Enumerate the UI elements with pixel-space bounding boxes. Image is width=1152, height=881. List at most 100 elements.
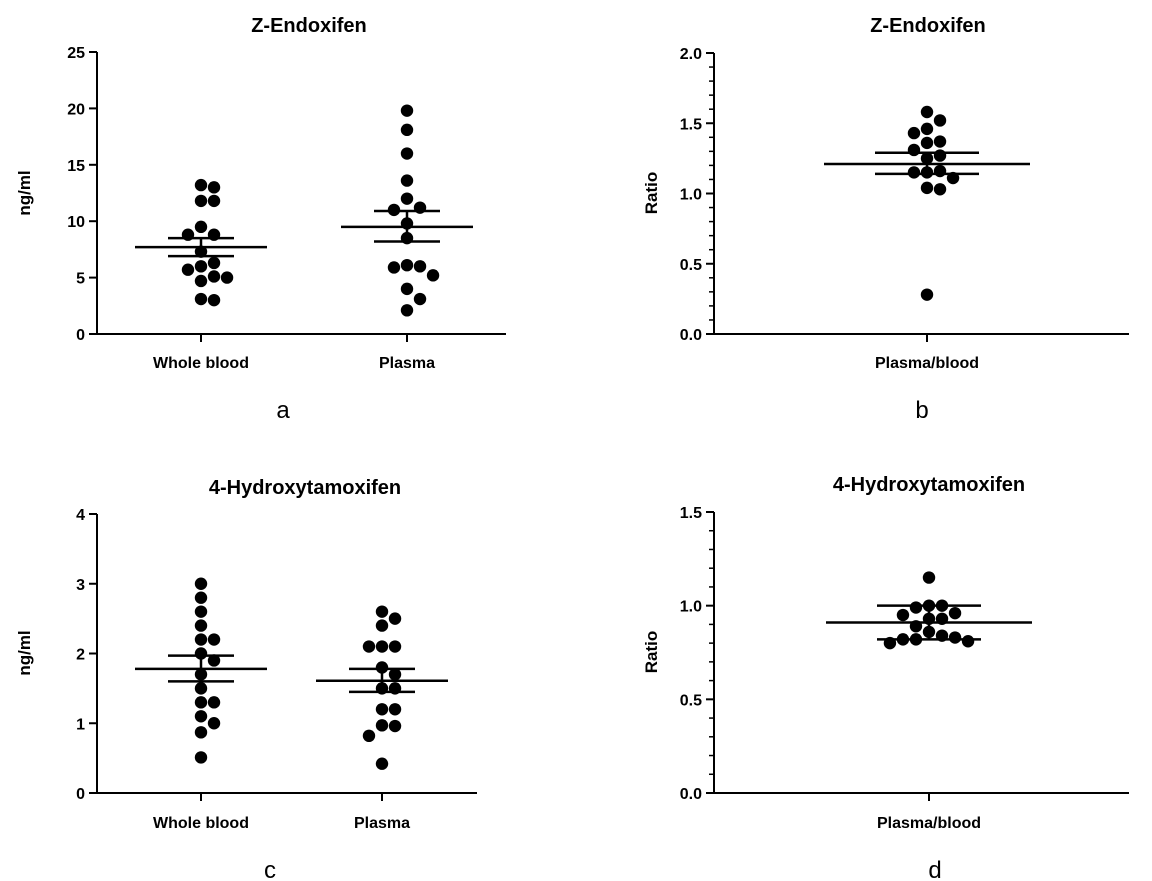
data-point: [207, 293, 221, 307]
data-point: [375, 640, 389, 653]
panel-label: a: [276, 397, 290, 424]
x-tick-label: Plasma/blood: [877, 815, 981, 832]
data-point: [933, 135, 947, 148]
y-tick-label: 15: [67, 158, 85, 175]
panel-label: b: [915, 397, 928, 424]
data-point: [907, 166, 921, 179]
data-point: [194, 605, 208, 618]
data-point: [387, 261, 401, 274]
y-tick-label: 1.0: [680, 599, 702, 616]
data-point: [207, 654, 221, 667]
data-point: [194, 194, 208, 208]
data-point: [194, 178, 208, 192]
data-point: [920, 288, 934, 301]
y-tick-label: 20: [67, 101, 85, 118]
data-point: [194, 682, 208, 695]
data-point: [375, 719, 389, 732]
data-point: [933, 183, 947, 196]
y-axis-label: Ratio: [642, 631, 661, 674]
data-point: [933, 149, 947, 162]
y-axis-label: ng/ml: [15, 170, 34, 215]
data-point: [948, 631, 962, 644]
data-point: [400, 123, 414, 137]
y-tick-label: 1.0: [680, 187, 702, 204]
data-point: [388, 703, 402, 716]
data-point: [207, 696, 221, 709]
data-point: [388, 640, 402, 653]
data-point: [426, 269, 440, 282]
panel-label: d: [928, 857, 941, 881]
chart-panel-a: Z-Endoxifen ng/ml a 0 5 10 15 20 25 Whole bloo…: [15, 15, 506, 424]
data-point: [375, 661, 389, 674]
chart-title: Z-Endoxifen: [870, 15, 986, 37]
data-point: [388, 612, 402, 625]
data-point: [194, 696, 208, 709]
data-point: [220, 271, 234, 284]
data-point: [400, 282, 414, 296]
data-point: [920, 105, 934, 119]
data-point: [362, 729, 376, 743]
y-tick-label: 25: [67, 45, 85, 62]
data-point: [207, 181, 221, 194]
panel-label: c: [264, 857, 276, 881]
data-point: [948, 606, 962, 620]
data-point: [207, 633, 221, 646]
data-point: [207, 194, 221, 208]
y-tick-label: 0.5: [680, 692, 702, 709]
data-point: [388, 668, 402, 681]
data-point: [194, 260, 208, 273]
y-tick-label: 1.5: [680, 116, 702, 133]
data-point: [920, 122, 934, 136]
data-point: [400, 147, 414, 160]
y-tick-label: 10: [67, 214, 85, 231]
data-point: [194, 710, 208, 723]
data-point: [907, 143, 921, 157]
data-point: [207, 256, 221, 270]
y-axis-label: Ratio: [642, 172, 661, 215]
data-point: [375, 703, 389, 716]
y-tick-label: 0.5: [680, 257, 702, 274]
chart-title: 4-Hydroxytamoxifen: [833, 474, 1025, 496]
data-point: [194, 751, 208, 764]
data-point: [194, 292, 208, 306]
data-point: [400, 304, 414, 317]
y-tick-label: 2.0: [680, 46, 702, 63]
data-point: [362, 640, 376, 653]
y-tick-label: 0.0: [680, 327, 702, 344]
data-point: [896, 608, 910, 622]
data-point: [375, 619, 389, 632]
data-point: [400, 258, 414, 272]
data-point: [207, 717, 221, 730]
y-tick-label: 3: [76, 577, 85, 594]
data-point: [933, 164, 947, 178]
data-point: [909, 601, 923, 614]
data-point: [400, 192, 414, 205]
data-point: [375, 605, 389, 618]
data-point: [181, 263, 195, 276]
y-tick-label: 1.5: [680, 505, 702, 522]
y-tick-label: 0: [76, 786, 85, 803]
data-point: [194, 633, 208, 646]
data-point: [400, 174, 414, 187]
data-point: [400, 104, 414, 117]
y-tick-label: 0: [76, 327, 85, 344]
chart-title: Z-Endoxifen: [251, 15, 367, 37]
chart-panel-d: 4-Hydroxytamoxifen Ratio d 0.0 0.5 1.0 1.5 P…: [642, 474, 1129, 881]
data-point: [413, 260, 427, 273]
x-tick-label: Whole blood: [153, 355, 249, 372]
x-tick-label: Whole blood: [153, 815, 249, 832]
x-tick-label: Plasma: [354, 815, 410, 832]
chart-panel-b: Z-Endoxifen Ratio b 0.0 0.5 1.0 1.5 2.0 Plasm…: [642, 15, 1129, 424]
data-point: [907, 126, 921, 140]
x-tick-label: Plasma/blood: [875, 355, 979, 372]
y-axis-label: ng/ml: [15, 630, 34, 675]
data-point: [375, 757, 389, 770]
y-tick-label: 0.0: [680, 786, 702, 803]
data-point: [194, 274, 208, 288]
data-point: [194, 591, 208, 604]
data-point: [194, 619, 208, 632]
data-point: [961, 635, 975, 648]
x-tick-label: Plasma: [379, 355, 435, 372]
y-tick-label: 2: [76, 647, 85, 664]
